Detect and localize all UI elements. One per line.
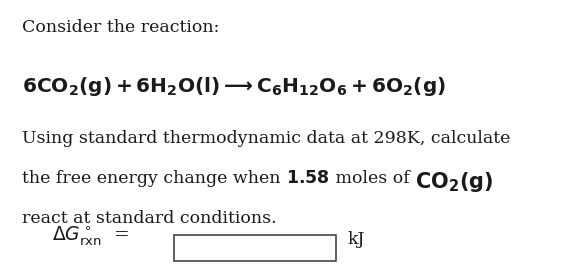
Text: kJ: kJ xyxy=(347,231,365,248)
Text: $\mathbf{6CO_2(g) + 6H_2O(l){\longrightarrow}C_6H_{12}O_6 + 6O_2(g)}$: $\mathbf{6CO_2(g) + 6H_2O(l){\longrighta… xyxy=(22,75,446,98)
Text: Consider the reaction:: Consider the reaction: xyxy=(22,19,219,36)
Text: $\mathbf{1.58}$: $\mathbf{1.58}$ xyxy=(286,170,330,187)
Text: $\mathbf{CO_2(g)}$: $\mathbf{CO_2(g)}$ xyxy=(415,170,493,194)
Text: the free energy change when: the free energy change when xyxy=(22,170,286,187)
Text: $\Delta G^\circ_{\mathrm{rxn}}$  =: $\Delta G^\circ_{\mathrm{rxn}}$ = xyxy=(52,224,129,248)
Text: react at standard conditions.: react at standard conditions. xyxy=(22,210,277,227)
Text: moles of: moles of xyxy=(330,170,415,187)
Text: Using standard thermodynamic data at 298K, calculate: Using standard thermodynamic data at 298… xyxy=(22,130,510,147)
Bar xyxy=(174,234,336,261)
